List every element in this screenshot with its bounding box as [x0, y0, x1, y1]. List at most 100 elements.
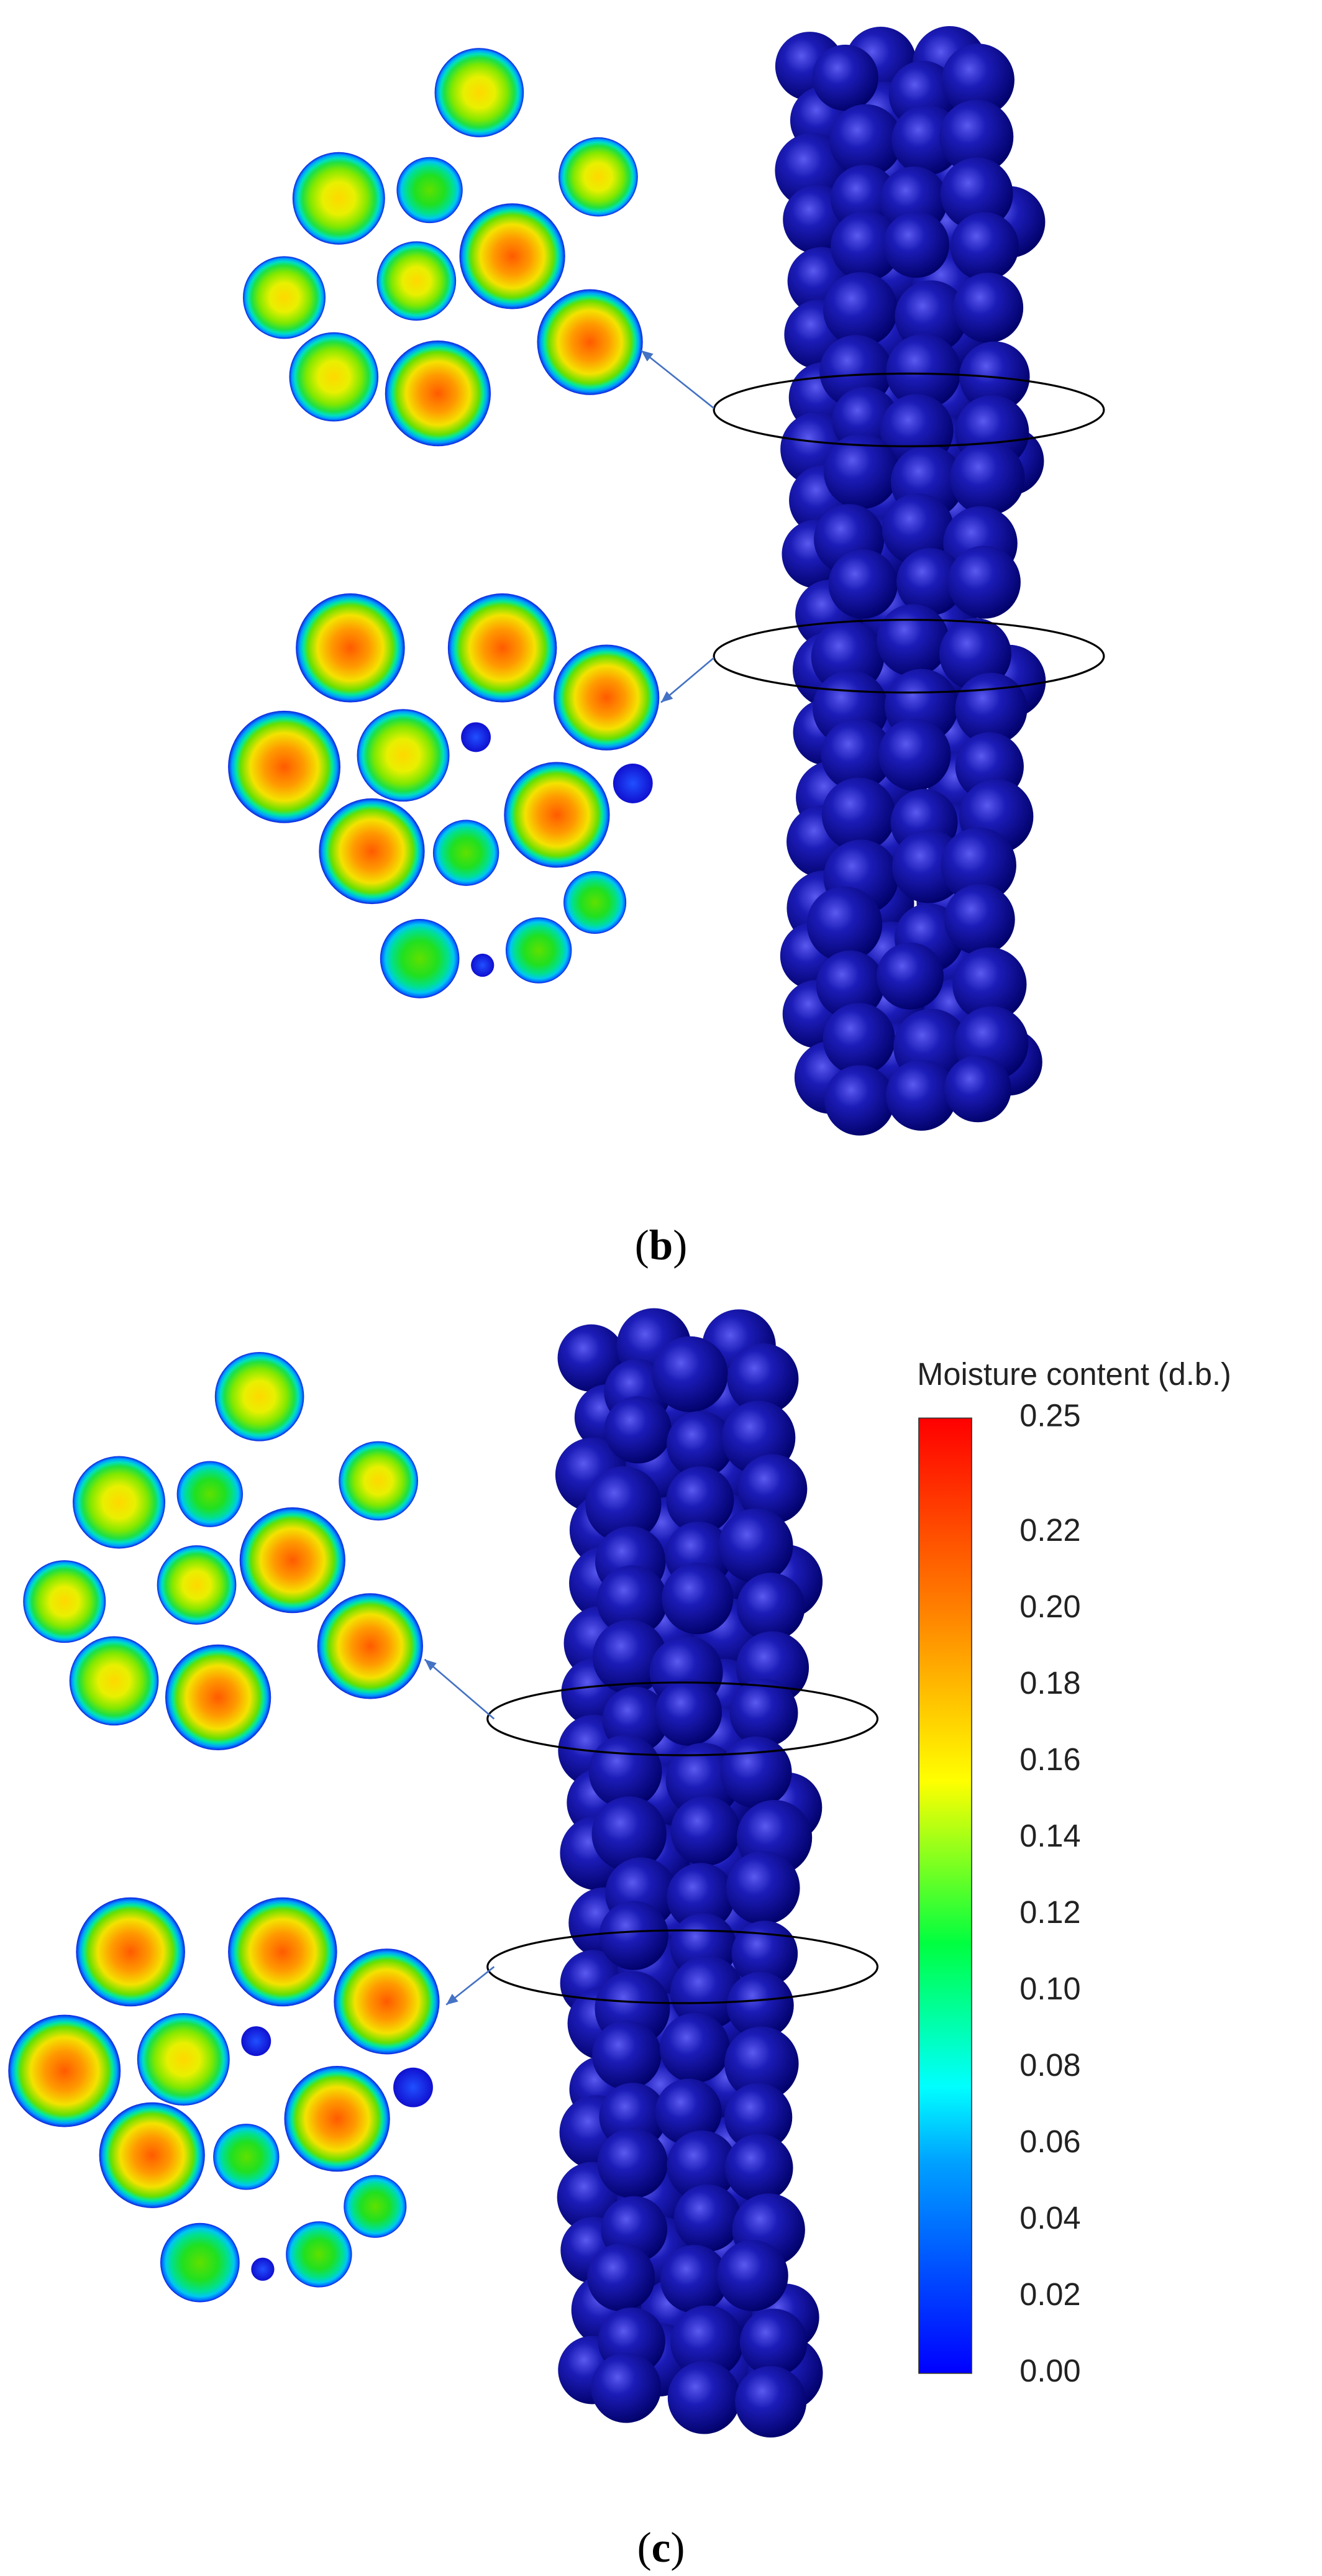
particle — [823, 272, 898, 347]
particle — [599, 1901, 668, 1970]
particle — [592, 2020, 662, 2090]
particle — [596, 1565, 668, 1637]
colorbar-title: Moisture content (d.b.) — [917, 1356, 1231, 1392]
particle — [735, 2366, 807, 2438]
cross-section-particle — [286, 2221, 352, 2288]
particle — [939, 99, 1014, 174]
panel-label: (c) — [637, 2523, 685, 2571]
cross-section-particle — [471, 953, 495, 977]
particle — [591, 2352, 662, 2423]
cross-section-particle — [396, 157, 463, 224]
particle — [939, 618, 1011, 690]
particle — [878, 718, 951, 791]
colorbar-tick-label: 0.16 — [1019, 1742, 1080, 1777]
cross-section-particle — [380, 919, 460, 998]
arrow — [445, 1966, 495, 2006]
particle — [655, 2078, 722, 2145]
arrow — [660, 657, 714, 703]
particle — [597, 2128, 668, 2199]
particle — [944, 1055, 1011, 1123]
cross-section-particle — [319, 798, 425, 905]
colorbar — [918, 1417, 972, 2374]
particle — [666, 1466, 734, 1534]
particle — [667, 1863, 735, 1931]
cross-section-particle — [284, 2066, 390, 2172]
cross-section-particle — [558, 137, 638, 217]
cross-section-particle — [432, 820, 499, 886]
particle — [724, 2026, 799, 2101]
particle — [806, 886, 883, 962]
colorbar-tick-label: 0.04 — [1019, 2200, 1080, 2236]
particle — [886, 1059, 957, 1131]
cross-section-particle — [213, 2124, 280, 2190]
arrow — [424, 1658, 495, 1720]
particle — [585, 1466, 662, 1543]
cross-section-particle — [160, 2222, 240, 2303]
particle — [944, 884, 1015, 955]
particle — [667, 2131, 737, 2201]
cross-section-particle — [176, 1461, 244, 1527]
colorbar-tick-label: 0.20 — [1019, 1589, 1080, 1624]
cross-section-particle — [357, 709, 450, 802]
paren: ( — [635, 1221, 649, 1269]
particle — [652, 1336, 728, 1412]
cross-section-particle — [69, 1636, 159, 1726]
particle — [737, 1454, 808, 1524]
colorbar-tick-label: 0.06 — [1019, 2124, 1080, 2159]
particle — [824, 1065, 895, 1136]
cross-section-particle — [292, 152, 385, 245]
cross-section-particle — [554, 644, 660, 751]
particle — [604, 1396, 672, 1464]
particle — [731, 1921, 798, 1987]
cross-section-particle — [385, 340, 491, 447]
particle — [829, 104, 903, 177]
slice-ring — [486, 1929, 879, 2004]
paren: ( — [637, 2523, 652, 2571]
particle — [821, 719, 893, 791]
particle — [729, 1679, 798, 1747]
particle — [667, 2361, 741, 2434]
particle — [877, 604, 949, 677]
cross-section-particle — [339, 1441, 418, 1521]
particle — [896, 548, 964, 616]
colorbar-tick-label: 0.22 — [1019, 1512, 1080, 1548]
particle — [882, 493, 954, 565]
cross-section-particle — [537, 289, 643, 395]
particle — [952, 947, 1027, 1022]
cross-section-particle — [563, 870, 627, 934]
particle — [718, 1508, 793, 1583]
arrow — [640, 349, 714, 409]
cross-section-particle — [434, 48, 524, 137]
cross-section-particle — [459, 203, 565, 309]
particle — [717, 2240, 788, 2311]
colorbar-tick-label: 0.00 — [1019, 2353, 1080, 2388]
particle — [950, 212, 1019, 281]
particle — [828, 549, 898, 619]
cross-section-particle — [228, 1897, 337, 2007]
cross-section-particle — [73, 1456, 165, 1549]
cross-section-particle — [76, 1897, 185, 2007]
panel-label: (b) — [635, 1221, 688, 1269]
cross-section-particle — [23, 1560, 106, 1643]
cross-section-particle — [241, 2026, 271, 2057]
letter: b — [649, 1221, 673, 1269]
cross-section-particle — [317, 1593, 423, 1699]
paren: ) — [670, 2523, 685, 2571]
particle — [557, 1324, 625, 1392]
particle — [823, 434, 899, 509]
cross-section-particle — [157, 1545, 237, 1625]
particle — [953, 272, 1024, 343]
cross-section-particle — [99, 2102, 205, 2208]
cross-section-particle — [334, 1948, 440, 2055]
particle — [673, 2184, 741, 2252]
particle — [941, 43, 1014, 117]
cross-section-particle — [376, 241, 457, 321]
particle — [812, 44, 878, 111]
particle — [736, 1573, 805, 1642]
particle — [739, 2308, 808, 2377]
particle — [831, 211, 901, 281]
colorbar-tick-label: 0.25 — [1019, 1398, 1080, 1433]
particle — [941, 827, 1016, 903]
cross-section-particle — [243, 256, 326, 339]
